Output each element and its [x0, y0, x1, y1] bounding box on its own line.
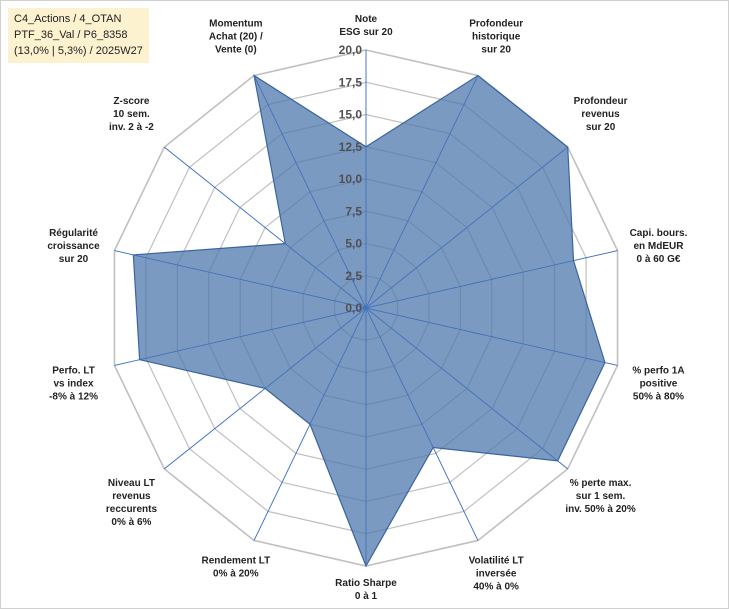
category-label: Note ESG sur 20	[339, 14, 393, 38]
category-label-line: Momentum	[209, 18, 262, 29]
category-label-line: revenus	[112, 491, 151, 502]
category-label-line: sur 20	[59, 254, 89, 265]
category-label-line: Niveau LT	[108, 478, 155, 489]
category-label-line: Profondeur	[469, 18, 523, 29]
axis-spoke-overlay	[365, 146, 568, 309]
category-label-line: Profondeur	[574, 96, 628, 107]
category-label-line: % perte max.	[570, 478, 632, 489]
category-labels: Note ESG sur 20 Profondeur historique sur 20…	[47, 14, 687, 602]
info-box: C4_Actions / 4_OTAN PTF_36_Val / P6_8358…	[8, 8, 149, 63]
category-label-line: reccurents	[106, 504, 158, 515]
radar-series	[114, 50, 618, 568]
category-label-line: revenus	[581, 109, 620, 120]
category-label-line: Vente (0)	[215, 44, 257, 55]
info-line-2: PTF_36_Val / P6_8358	[14, 29, 128, 41]
category-label-line: Z-score	[113, 96, 150, 107]
tick-label: 20,0	[339, 43, 363, 57]
radial-tick-labels: 0,0 2,5 5,0 7,5 10,0 12,5 15,0 17,5 20,0	[339, 43, 363, 315]
category-label-line: inv. 2 à -2	[109, 122, 154, 133]
tick-label: 10,0	[339, 172, 363, 186]
category-label: Volatilité LT inversée 40% à 0%	[469, 556, 524, 593]
category-label-line: inversée	[476, 569, 517, 580]
axis-spoke-overlay	[365, 250, 618, 309]
category-label-line: % perfo 1A	[632, 366, 684, 377]
category-label-line: Volatilité LT	[469, 556, 524, 567]
axis-spoke-overlay	[365, 307, 568, 470]
info-line-1: C4_Actions / 4_OTAN	[14, 13, 122, 25]
category-label-line: 0 à 60 G€	[637, 254, 681, 265]
info-line-3: (13,0% | 5,3%) / 2025W27	[14, 45, 143, 57]
category-label: % perte max. sur 1 sem. inv. 50% à 20%	[565, 478, 636, 515]
tick-label: 7,5	[345, 204, 362, 218]
category-label-line: vs index	[54, 379, 94, 390]
category-label-line: 40% à 0%	[473, 582, 519, 593]
category-label-line: en MdEUR	[633, 241, 684, 252]
category-label: Rendement LT 0% à 20%	[201, 556, 270, 580]
category-label-line: 0 à 1	[355, 591, 378, 602]
category-label-line: croissance	[47, 241, 100, 252]
category-label-line: Capi. bours.	[630, 228, 688, 239]
category-label-line: 0% à 6%	[111, 517, 151, 528]
category-label-line: sur 1 sem.	[576, 491, 626, 502]
category-label-line: Achat (20) /	[209, 31, 263, 42]
category-label: % perfo 1A positive 50% à 80%	[632, 366, 684, 403]
category-label-line: sur 20	[586, 122, 616, 133]
series-area	[132, 74, 606, 568]
tick-label: 17,5	[339, 75, 363, 89]
category-label: Perfo. LT vs index -8% à 12%	[49, 366, 98, 403]
category-label-line: 0% à 20%	[213, 569, 259, 580]
category-label-line: sur 20	[481, 44, 511, 55]
category-label-line: Rendement LT	[201, 556, 270, 567]
category-label-line: -8% à 12%	[49, 392, 98, 403]
category-label-line: inv. 50% à 20%	[565, 504, 636, 515]
category-label-line: historique	[472, 31, 521, 42]
tick-label: 0,0	[345, 301, 362, 315]
tick-label: 15,0	[339, 108, 363, 122]
axis-spoke-overlay	[365, 307, 479, 541]
category-label-line: 50% à 80%	[633, 392, 684, 403]
category-label-line: Note	[355, 14, 378, 25]
category-label: Capi. bours. en MdEUR 0 à 60 G€	[630, 228, 688, 265]
category-label-line: positive	[640, 379, 678, 390]
category-label: Profondeur historique sur 20	[469, 18, 523, 55]
category-label: Momentum Achat (20) / Vente (0)	[209, 18, 263, 55]
category-label: Profondeur revenus sur 20	[574, 96, 628, 133]
tick-label: 12,5	[339, 140, 363, 154]
tick-label: 5,0	[345, 237, 362, 251]
axis-spoke-overlay	[253, 75, 367, 309]
category-label: Z-score 10 sem. inv. 2 à -2	[109, 96, 154, 133]
category-label: Ratio Sharpe 0 à 1	[335, 578, 397, 602]
category-label-line: ESG sur 20	[339, 27, 393, 38]
category-label-line: Perfo. LT	[52, 366, 95, 377]
axis-spoke-overlay	[114, 307, 367, 366]
category-label: Niveau LT revenus reccurents 0% à 6%	[106, 478, 158, 528]
axis-spoke-overlay	[365, 307, 618, 366]
tick-label: 2,5	[345, 269, 362, 283]
category-label-line: Ratio Sharpe	[335, 578, 397, 589]
axis-spoke-overlay	[114, 250, 367, 309]
category-label: Régularité croissance sur 20	[47, 228, 100, 265]
category-label-line: Régularité	[49, 228, 98, 239]
category-label-line: 10 sem.	[113, 109, 150, 120]
axis-spoke-overlay	[164, 146, 367, 309]
axis-spoke-overlay	[365, 75, 479, 309]
